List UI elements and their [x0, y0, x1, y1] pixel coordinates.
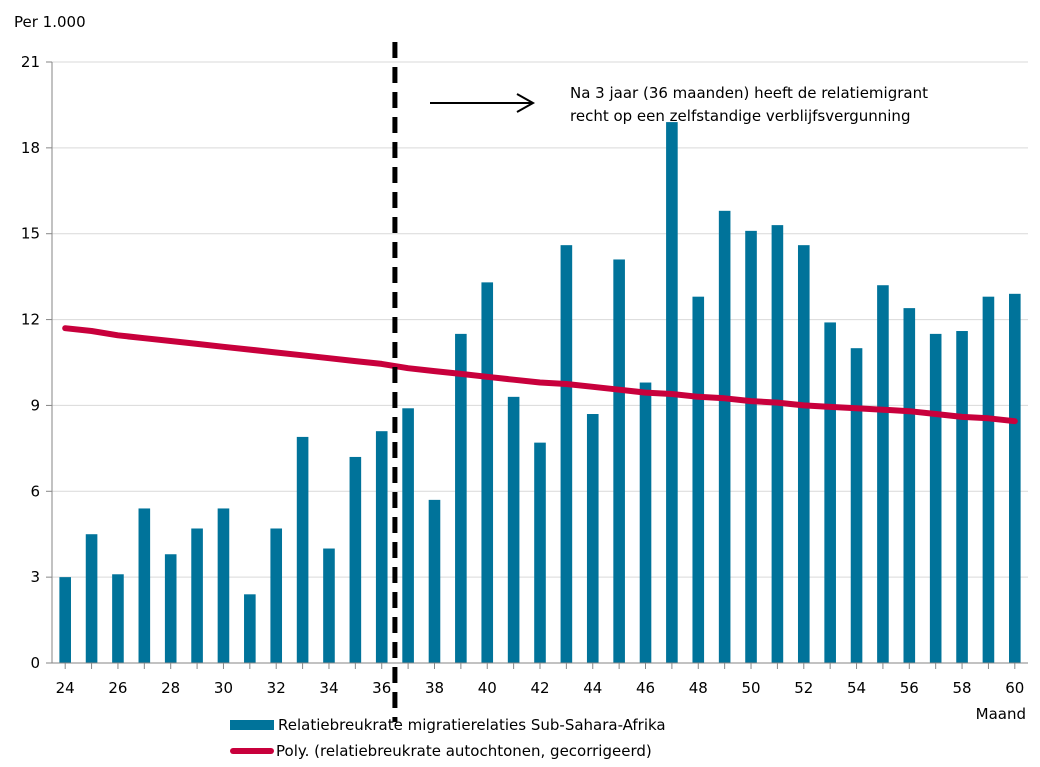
x-tick-label-30: 30 — [214, 679, 233, 697]
y-tick-label-6: 6 — [30, 482, 40, 500]
bar-month-33 — [296, 436, 309, 663]
y-tick-label-9: 9 — [30, 396, 40, 414]
bar-month-50 — [745, 230, 757, 663]
y-tick-label-21: 21 — [21, 53, 40, 71]
bar-month-49 — [718, 210, 731, 664]
bar-month-34 — [323, 548, 335, 663]
x-tick-label-54: 54 — [847, 679, 866, 697]
bar-month-41 — [507, 396, 520, 663]
x-tick-label-36: 36 — [372, 679, 391, 697]
bar-month-46 — [639, 382, 652, 663]
bar-month-30 — [217, 508, 230, 663]
bar-month-58 — [956, 331, 968, 663]
y-tick-label-3: 3 — [30, 568, 40, 586]
y-tick-label-18: 18 — [21, 139, 40, 157]
x-tick-label-58: 58 — [953, 679, 972, 697]
trend-line — [62, 325, 1018, 425]
legend-swatch-bars — [230, 720, 274, 730]
x-tick-label-52: 52 — [794, 679, 813, 697]
bar-month-51 — [771, 225, 784, 663]
bar-month-28 — [164, 554, 177, 663]
x-tick-label-28: 28 — [161, 679, 180, 697]
x-tick-label-34: 34 — [319, 679, 338, 697]
bar-month-27 — [138, 508, 151, 663]
x-tick-label-24: 24 — [56, 679, 75, 697]
bar-month-55 — [877, 285, 889, 663]
legend: Relatiebreukrate migratierelaties Sub-Sa… — [230, 714, 666, 766]
bar-month-42 — [534, 442, 546, 663]
bar-month-57 — [929, 333, 942, 663]
x-tick-label-50: 50 — [741, 679, 760, 697]
bar-month-29 — [191, 528, 203, 663]
legend-item-trend: Poly. (relatiebreukrate autochtonen, gec… — [230, 740, 666, 762]
bar-month-60 — [1009, 293, 1021, 663]
bar-month-39 — [455, 333, 467, 663]
x-axis: 24 26 28 30 32 34 36 38 40 42 44 46 48 50 52 54 56 58 60 — [52, 662, 1028, 697]
bar-month-31 — [244, 594, 256, 663]
legend-swatch-trend — [230, 748, 274, 754]
x-tick-label-56: 56 — [900, 679, 919, 697]
bar-month-38 — [428, 499, 441, 663]
x-tick-label-26: 26 — [108, 679, 127, 697]
legend-item-bars: Relatiebreukrate migratierelaties Sub-Sa… — [230, 714, 666, 736]
bar-month-35 — [349, 456, 362, 663]
bar-month-40 — [481, 282, 494, 663]
bar-month-59 — [982, 296, 995, 663]
x-tick-label-44: 44 — [583, 679, 602, 697]
bar-month-25 — [85, 534, 98, 663]
annotation-line-1: Na 3 jaar (36 maanden) heeft de relatiem… — [570, 84, 928, 102]
bar-month-48 — [692, 296, 705, 663]
x-axis-title: Maand — [976, 705, 1026, 723]
trend-series — [62, 325, 1018, 425]
x-tick-label-40: 40 — [478, 679, 497, 697]
y-tick-label-15: 15 — [21, 225, 40, 243]
legend-label-bars: Relatiebreukrate migratierelaties Sub-Sa… — [278, 716, 666, 734]
bar-month-52 — [797, 245, 810, 663]
bar-month-43 — [560, 245, 573, 663]
bar-month-26 — [112, 574, 124, 663]
bar-month-56 — [903, 308, 916, 663]
y-axis: 0 3 6 9 12 15 18 21 — [21, 53, 53, 672]
bar-month-36 — [375, 431, 388, 663]
bar-month-44 — [586, 414, 599, 663]
x-tick-label-32: 32 — [267, 679, 286, 697]
bar-series — [59, 122, 1021, 664]
gridlines — [52, 61, 1028, 578]
annotation-arrow — [430, 93, 536, 113]
bar-month-53 — [824, 322, 836, 663]
x-tick-label-60: 60 — [1005, 679, 1024, 697]
x-tick-label-46: 46 — [636, 679, 655, 697]
bar-month-32 — [270, 528, 283, 663]
bar-month-24 — [59, 577, 71, 663]
y-tick-label-12: 12 — [21, 311, 40, 329]
x-tick-label-38: 38 — [425, 679, 444, 697]
annotation-line-2: recht op een zelfstandige verblijfsvergu… — [570, 107, 910, 125]
x-tick-label-48: 48 — [689, 679, 708, 697]
bar-month-45 — [613, 259, 625, 663]
legend-label-trend: Poly. (relatiebreukrate autochtonen, gec… — [276, 742, 652, 760]
y-unit-label: Per 1.000 — [14, 13, 86, 31]
x-tick-label-42: 42 — [530, 679, 549, 697]
y-tick-label-0: 0 — [30, 654, 40, 672]
bar-month-37 — [402, 408, 414, 663]
bar-month-54 — [850, 348, 863, 663]
